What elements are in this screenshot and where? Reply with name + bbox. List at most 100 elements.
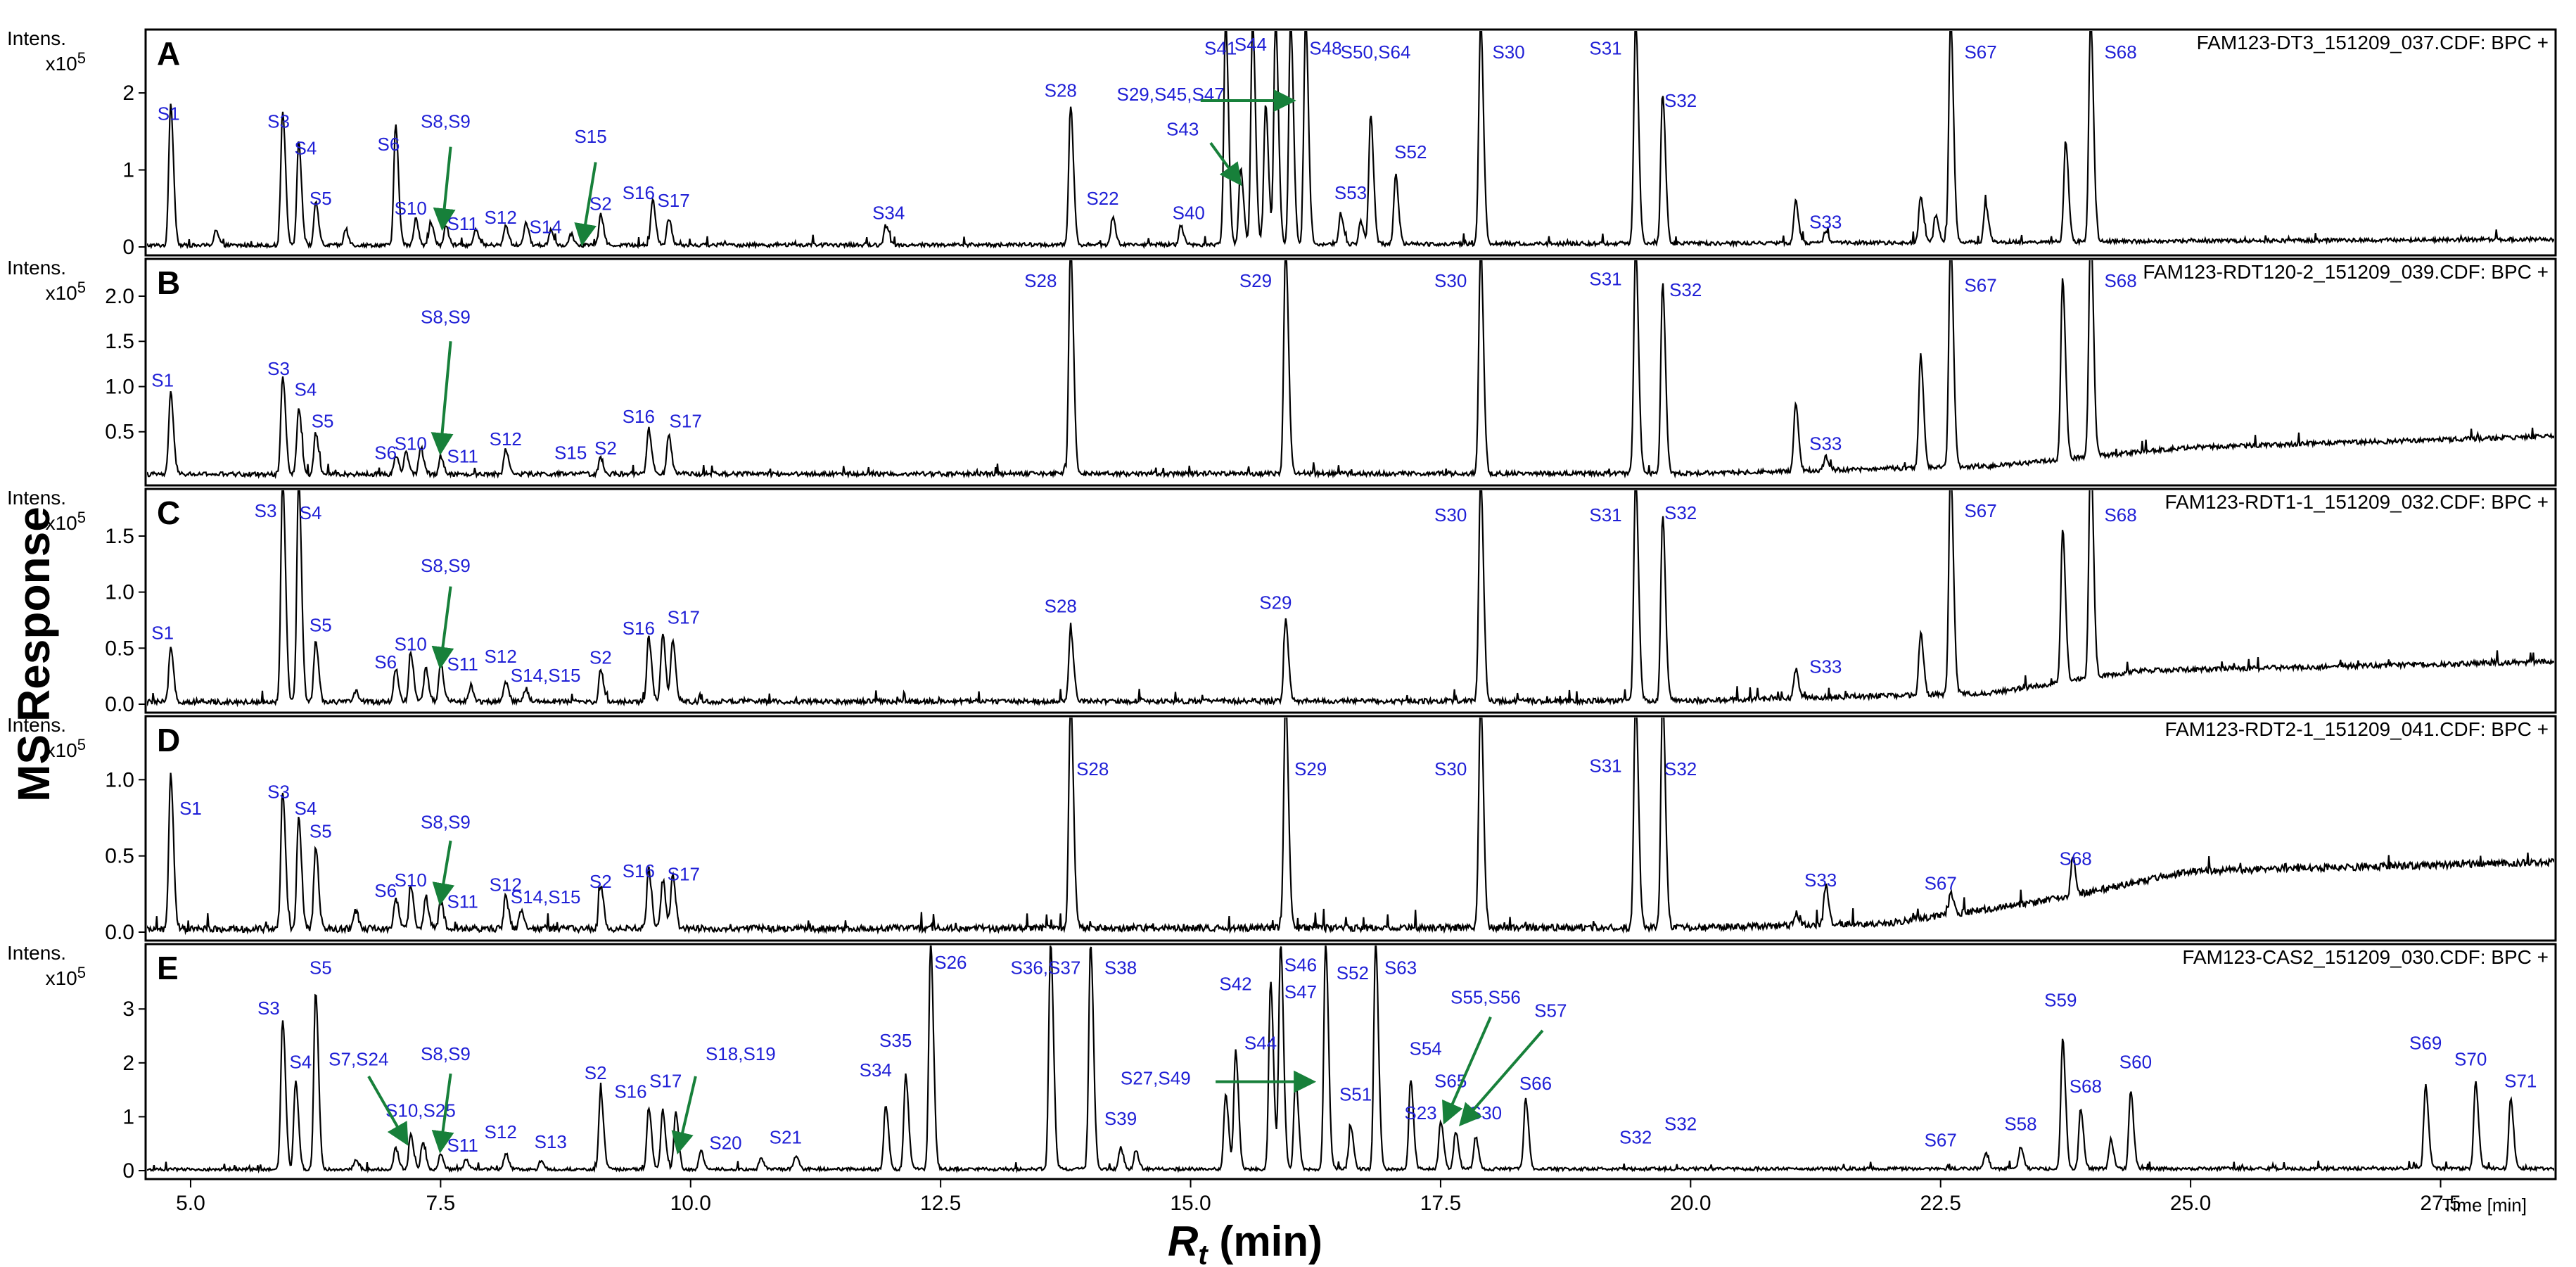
x-tick-label: 15.0 [1170,1192,1211,1215]
peak-label: S46 [1284,955,1317,976]
y-unit-exponent: x105 [46,49,86,75]
peak-label: S67 [1964,42,1996,63]
annotation-arrow [431,1073,454,1154]
panel-letter: A [157,35,180,72]
peak-label: S16 [623,618,655,639]
y-tick-label: 0.5 [105,421,134,444]
chromatogram-trace [147,260,2554,480]
peak-label: S7,S24 [329,1049,388,1070]
x-tick-label: 22.5 [1920,1192,1961,1215]
y-tick-label: 3 [122,998,134,1021]
peak-label: S52 [1394,141,1427,163]
peak-label: S8,S9 [421,1043,471,1064]
peak-label: S68 [2070,1076,2102,1097]
peak-label: S51 [1339,1083,1372,1104]
annotation-arrow [431,341,454,456]
peak-label: S1 [151,369,174,390]
chromatogram-trace [147,31,2554,250]
peak-label: S32 [1664,1114,1697,1135]
peak-label: S67 [1964,275,1996,296]
y-tick-label: 1.0 [105,768,134,791]
panel-c: Intens.x105 0.0 0.5 1.0 1.5 C FAM123-RDT1-1_15… [7,487,2557,716]
peak-label: S34 [860,1059,892,1081]
peak-label: S4 [295,798,317,819]
peak-label: S29 [1294,758,1327,779]
panel-file-label: FAM123-CAS2_151209_030.CDF: BPC + [2182,946,2549,968]
panel-frame [144,28,2557,257]
peak-label: S71 [2504,1070,2537,1091]
y-tick-label: 0.5 [105,637,134,660]
peak-label: S1 [179,798,202,819]
peak-label: S33 [1809,433,1842,454]
peak-label: S5 [310,614,332,635]
panel-d: Intens.x105 0.0 0.5 1.0 D FAM123-RDT2-1_15120… [7,714,2557,944]
peak-label: S5 [310,957,332,978]
peak-label: S67 [1964,500,1996,521]
x-tick-label: 25.0 [2170,1192,2211,1215]
peak-label: S36,S37 [1011,957,1081,978]
peak-label: S28 [1045,595,1077,616]
chromatogram-trace [147,946,2554,1174]
peak-label: S70 [2454,1049,2487,1070]
peak-label: S17 [670,410,702,431]
peak-label: S18,S19 [706,1043,776,1064]
peak-label: S29 [1239,270,1272,291]
peak-label: S3 [267,358,290,379]
peak-label: S4 [289,1051,312,1072]
peak-label: S52 [1337,962,1369,983]
annotation-arrow [574,162,597,247]
peak-label: S40 [1173,203,1205,224]
panel-letter: C [157,495,180,531]
panel-file-label: FAM123-RDT2-1_151209_041.CDF: BPC + [2165,718,2549,740]
x-axis-label-r: R [1168,1218,1198,1265]
peak-label: S6 [378,134,400,155]
peak-label: S2 [589,193,612,214]
annotation-arrow [432,840,455,906]
peak-label: S44 [1244,1033,1277,1054]
peak-label: S68 [2104,270,2136,291]
x-tick-label: 17.5 [1420,1192,1461,1215]
y-unit-power: 5 [77,736,86,753]
peak-label: S10 [395,198,427,219]
x-axis-label-unit: (min) [1208,1218,1322,1265]
peak-label: S8,S9 [421,555,471,576]
peak-label: S3 [267,781,290,802]
peak-label: S67 [1925,872,1957,893]
x-axis-time-label: Time [min] [2442,1195,2527,1216]
peak-label: S68 [2060,848,2092,870]
y-tick-label: 2.0 [105,285,134,308]
peak-label: S33 [1809,212,1842,233]
peak-label: S2 [589,647,612,668]
peak-label: S11 [447,213,478,234]
panel-a: Intens.x105 0 1 2A FAM123-DT3_151209_037.CDF… [7,27,2557,259]
y-tick-label: 1.0 [105,581,134,604]
peak-label: S31 [1589,37,1621,58]
peak-label: S17 [668,606,700,628]
peak-label: S59 [2044,989,2077,1010]
peak-label: S6 [374,442,397,463]
peak-label: S17 [649,1070,682,1091]
peak-label: S39 [1104,1108,1137,1129]
peak-label: S30 [1434,270,1467,291]
peak-label: S68 [2104,504,2136,526]
peak-label: S27,S49 [1121,1067,1191,1088]
peak-label: S14 [529,216,561,237]
peak-label: S32 [1669,279,1702,300]
peak-label: S47 [1284,981,1317,1002]
peak-label: S23 [1404,1102,1436,1123]
panel-e: Intens.x105 0 1 2 3E FAM123-CAS2_151209_030.C… [7,942,2557,1183]
peak-label: S2 [594,438,617,459]
panel-file-label: FAM123-DT3_151209_037.CDF: BPC + [2197,32,2549,53]
peak-label: S28 [1076,758,1109,779]
peak-label: S31 [1589,269,1621,290]
peak-label: S53 [1334,182,1367,203]
x-axis-label: Rt (min) [1168,1218,1322,1267]
panel-frame [144,715,2557,942]
peak-label: S4 [300,502,322,523]
x-tick-label: 27.5 [2420,1192,2461,1215]
peak-label: S34 [872,203,905,224]
panel-letter: E [157,950,179,986]
annotation-arrow [431,586,454,670]
peak-label: S29 [1259,592,1292,613]
peak-label: S10 [395,433,427,454]
